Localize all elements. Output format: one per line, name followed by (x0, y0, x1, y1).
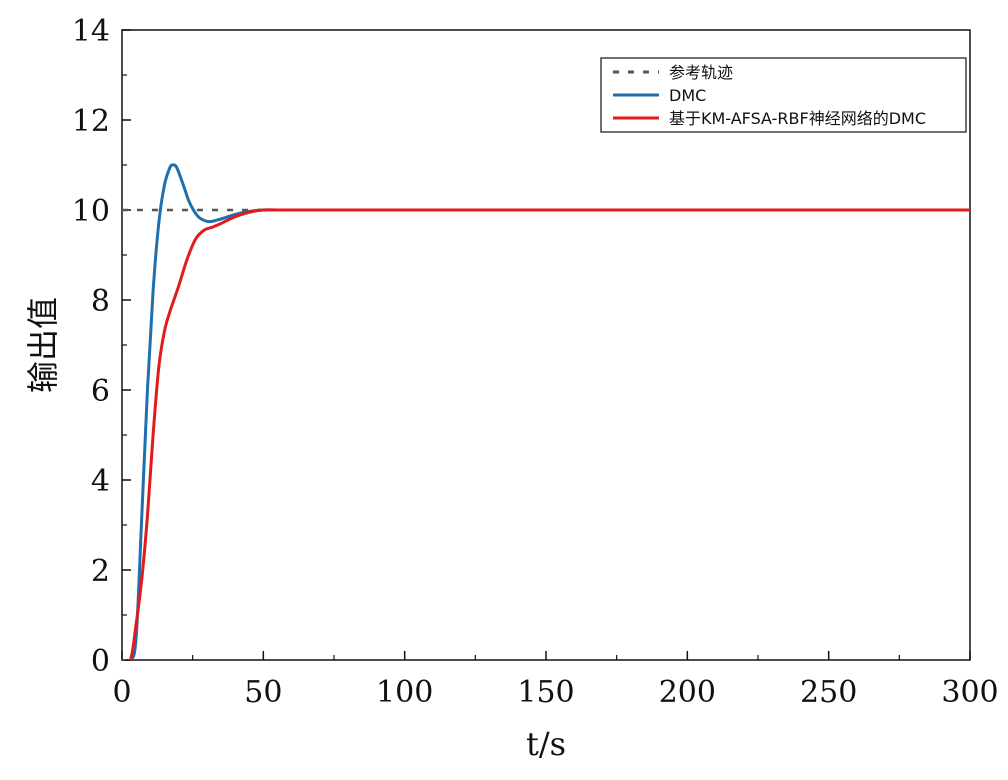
y-axis-ticks: 0 2 4 6 8 10 12 14 (72, 14, 131, 679)
x-axis-title: t/s (526, 725, 566, 763)
x-tick-label: 100 (376, 675, 433, 710)
y-tick-label: 12 (72, 104, 110, 139)
y-tick-label: 6 (91, 374, 110, 409)
x-tick-label: 0 (112, 675, 131, 710)
y-axis-title: 输出值 (24, 297, 62, 393)
x-tick-label: 250 (800, 675, 857, 710)
x-tick-label: 200 (659, 675, 716, 710)
y-tick-label: 8 (91, 284, 110, 319)
series-line-2 (122, 208, 970, 660)
legend: 参考轨迹 DMC 基于KM-AFSA-RBF神经网络的DMC (600, 57, 967, 133)
x-tick-label: 300 (941, 675, 998, 710)
legend-box (600, 57, 967, 133)
legend-label-2: 基于KM-AFSA-RBF神经网络的DMC (669, 109, 926, 128)
legend-label-1: DMC (669, 86, 706, 105)
y-tick-label: 10 (72, 194, 110, 229)
x-tick-label: 50 (244, 675, 282, 710)
legend-label-0: 参考轨迹 (669, 63, 733, 82)
y-tick-label: 14 (72, 14, 110, 49)
x-axis-ticks: 0 50 100 150 200 250 300 (112, 651, 999, 710)
y-tick-label: 0 (91, 644, 110, 679)
y-tick-label: 2 (91, 554, 110, 589)
series-lines (122, 163, 970, 660)
series-line-1 (122, 163, 970, 660)
y-tick-label: 4 (91, 464, 110, 499)
x-tick-label: 150 (517, 675, 574, 710)
